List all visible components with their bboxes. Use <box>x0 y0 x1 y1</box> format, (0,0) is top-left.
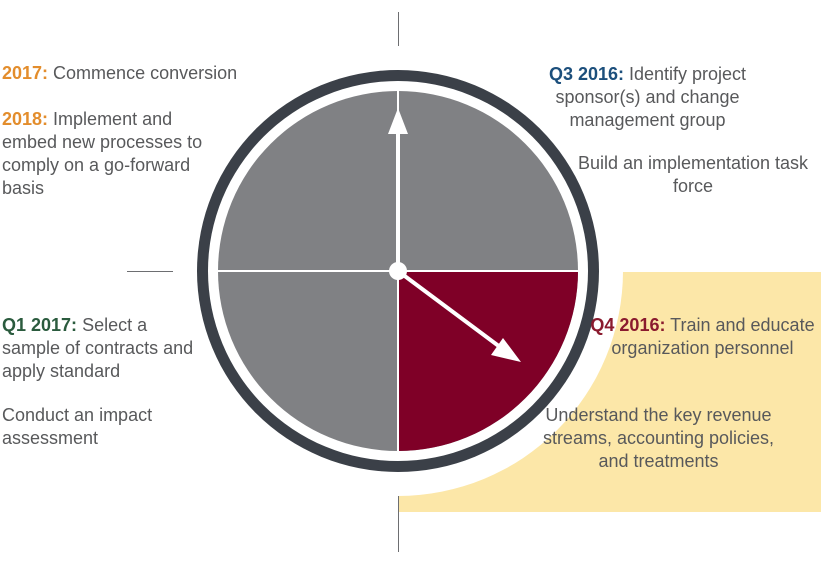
clock-hand-short <box>396 269 502 349</box>
bl-item-1-label: Q1 2017: <box>2 315 78 335</box>
tl-item-1: 2017: Commence conversion <box>2 62 282 85</box>
tl-item-2: 2018: Implement and embed new processes … <box>2 108 217 200</box>
clock-hand-short-arrowhead <box>491 338 521 362</box>
tl-item-2-text: Implement and embed new processes to com… <box>2 109 203 198</box>
tr-item-2: Build an implementation task force <box>568 152 818 198</box>
bl-item-1-text: Select a sample of contracts and apply s… <box>2 315 194 381</box>
bl-item-1: Q1 2017: Select a sample of contracts an… <box>2 314 197 383</box>
clock-center-hub <box>389 262 407 280</box>
active-quadrant-q4 <box>398 271 578 451</box>
bl-item-2: Conduct an impact assessment <box>2 404 202 450</box>
br-item-2: Understand the key revenue streams, acco… <box>536 404 781 473</box>
br-item-1-text: Train and educate organization personnel <box>611 315 815 358</box>
tl-item-1-text: Commence conversion <box>48 63 238 83</box>
tl-item-2-label: 2018: <box>2 109 49 129</box>
clock-hand-long-arrowhead <box>388 108 408 134</box>
tl-item-1-label: 2017: <box>2 63 49 83</box>
br-item-1-label: Q4 2016: <box>590 315 666 335</box>
bl-item-2-text: Conduct an impact assessment <box>2 405 153 448</box>
br-item-1: Q4 2016: Train and educate organization … <box>590 314 815 360</box>
tr-item-1-text: Identify project sponsor(s) and change m… <box>555 64 747 130</box>
tr-item-1: Q3 2016: Identify project sponsor(s) and… <box>520 63 775 132</box>
tr-item-1-label: Q3 2016: <box>548 64 624 84</box>
br-item-2-text: Understand the key revenue streams, acco… <box>542 405 775 471</box>
tr-item-2-text: Build an implementation task force <box>577 153 809 196</box>
horizontal-divider <box>127 271 177 272</box>
